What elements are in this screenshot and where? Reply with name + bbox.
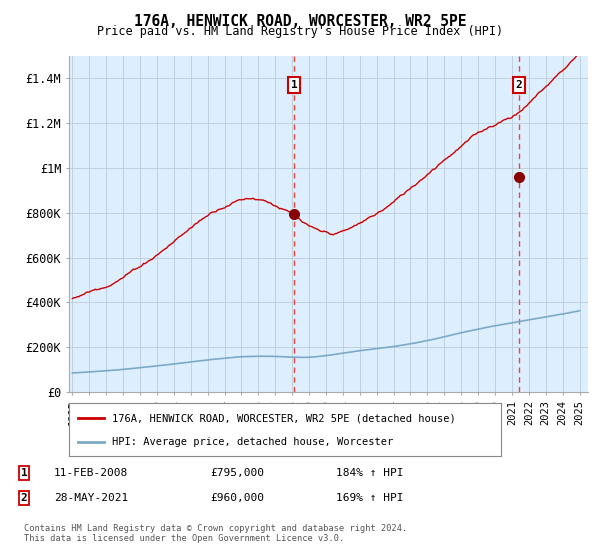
Text: HPI: Average price, detached house, Worcester: HPI: Average price, detached house, Worc… [112, 436, 394, 446]
Text: 176A, HENWICK ROAD, WORCESTER, WR2 5PE (detached house): 176A, HENWICK ROAD, WORCESTER, WR2 5PE (… [112, 413, 456, 423]
Text: 184% ↑ HPI: 184% ↑ HPI [336, 468, 404, 478]
Text: 11-FEB-2008: 11-FEB-2008 [54, 468, 128, 478]
Text: Contains HM Land Registry data © Crown copyright and database right 2024.
This d: Contains HM Land Registry data © Crown c… [24, 524, 407, 543]
Text: £795,000: £795,000 [210, 468, 264, 478]
Text: Price paid vs. HM Land Registry's House Price Index (HPI): Price paid vs. HM Land Registry's House … [97, 25, 503, 38]
Text: 169% ↑ HPI: 169% ↑ HPI [336, 493, 404, 503]
Text: 1: 1 [291, 80, 298, 90]
Text: £960,000: £960,000 [210, 493, 264, 503]
Text: 176A, HENWICK ROAD, WORCESTER, WR2 5PE: 176A, HENWICK ROAD, WORCESTER, WR2 5PE [134, 14, 466, 29]
Text: 1: 1 [20, 468, 28, 478]
Text: 2: 2 [515, 80, 522, 90]
Text: 28-MAY-2021: 28-MAY-2021 [54, 493, 128, 503]
Text: 2: 2 [20, 493, 28, 503]
